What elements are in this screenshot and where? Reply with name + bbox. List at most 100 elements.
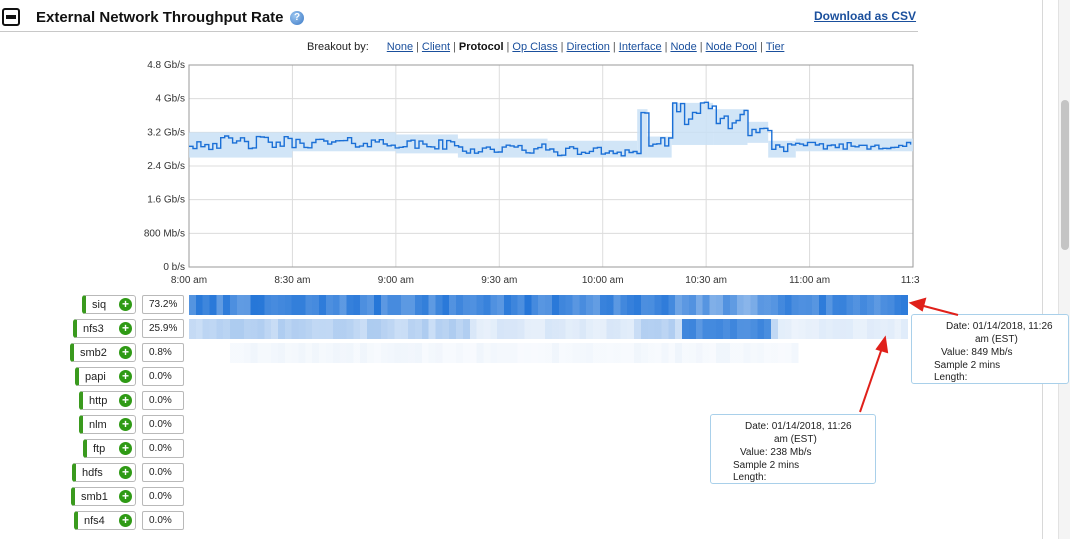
range-band bbox=[768, 140, 796, 158]
protocol-name: http bbox=[89, 395, 108, 407]
protocol-name: nlm bbox=[89, 419, 107, 431]
protocol-toggle-nfs4[interactable]: nfs4 + bbox=[74, 511, 136, 530]
protocol-name: smb2 bbox=[80, 347, 107, 359]
breakout-option-node[interactable]: Node bbox=[670, 41, 697, 53]
x-tick-label: 10:00 am bbox=[582, 275, 624, 286]
x-tick-label: 8:00 am bbox=[171, 275, 207, 286]
protocol-toggle-nfs3[interactable]: nfs3 + bbox=[73, 319, 136, 338]
protocol-toggle-siq[interactable]: siq + bbox=[82, 295, 136, 314]
title-divider bbox=[0, 31, 918, 32]
y-tick-label: 0 b/s bbox=[163, 262, 185, 273]
collapse-button[interactable] bbox=[2, 8, 20, 26]
protocol-toggle-smb1[interactable]: smb1 + bbox=[71, 487, 136, 506]
add-icon[interactable]: + bbox=[119, 322, 132, 335]
tooltip-value-label: Value: bbox=[941, 347, 969, 358]
breakout-separator: | bbox=[664, 41, 668, 53]
vertical-scrollbar[interactable] bbox=[1058, 0, 1070, 539]
add-icon[interactable]: + bbox=[119, 490, 132, 503]
add-icon[interactable]: + bbox=[119, 346, 132, 359]
protocol-name: smb1 bbox=[81, 491, 108, 503]
tooltip-sample: Sample 2 mins bbox=[733, 460, 800, 471]
breakout-option-tier[interactable]: Tier bbox=[765, 41, 785, 53]
breakout-option-direction[interactable]: Direction bbox=[566, 41, 610, 53]
arrow-to-siq bbox=[908, 297, 959, 316]
breakout-option-interface[interactable]: Interface bbox=[618, 41, 662, 53]
help-icon[interactable]: ? bbox=[290, 11, 304, 25]
breakout-option-node-pool[interactable]: Node Pool bbox=[705, 41, 757, 53]
y-tick-label: 1.6 Gb/s bbox=[147, 195, 185, 206]
add-icon[interactable]: + bbox=[119, 394, 132, 407]
protocol-toggle-http[interactable]: http + bbox=[79, 391, 136, 410]
tooltip-siq: Date: 01/14/2018, 11:26 am (EST) Value: … bbox=[911, 314, 1069, 384]
y-tick-label: 4.8 Gb/s bbox=[147, 60, 185, 71]
y-tick-label: 800 Mb/s bbox=[144, 228, 185, 239]
breakout-option-op-class[interactable]: Op Class bbox=[512, 41, 558, 53]
page-title: External Network Throughput Rate bbox=[36, 9, 284, 26]
protocol-percent: 25.9% bbox=[142, 319, 184, 338]
protocol-name: siq bbox=[92, 299, 107, 311]
protocol-percent: 0.0% bbox=[142, 415, 184, 434]
y-tick-label: 3.2 Gb/s bbox=[147, 127, 185, 138]
download-csv-link[interactable]: Download as CSV bbox=[814, 9, 917, 23]
protocol-percent: 0.0% bbox=[142, 463, 184, 482]
tooltip-date-label: Date: bbox=[946, 321, 970, 332]
breakout-separator: | bbox=[416, 41, 419, 53]
protocol-toggle-nlm[interactable]: nlm + bbox=[79, 415, 136, 434]
y-tick-label: 4 Gb/s bbox=[156, 94, 185, 105]
tooltip-nfs3: Date: 01/14/2018, 11:26 am (EST) Value: … bbox=[710, 414, 876, 484]
protocol-name: nfs4 bbox=[84, 515, 105, 527]
panel-border bbox=[1042, 0, 1043, 539]
tooltip-value: 849 Mb/s bbox=[971, 347, 1013, 358]
breakout-separator: | bbox=[759, 41, 763, 53]
breakout-separator: | bbox=[612, 41, 616, 53]
heatmap-strip-smb2[interactable] bbox=[189, 343, 908, 363]
x-tick-label: 11:30 bbox=[901, 275, 920, 286]
breakout-separator: | bbox=[699, 41, 703, 53]
range-band bbox=[671, 102, 714, 145]
breakout-separator: | bbox=[453, 41, 456, 53]
y-tick-label: 2.4 Gb/s bbox=[147, 161, 185, 172]
tooltip-length: Length: bbox=[934, 372, 968, 383]
breakout-options: None | Client | Protocol | Op Class | Direction |… bbox=[387, 41, 785, 53]
range-band bbox=[647, 136, 672, 158]
tooltip-date: 01/14/2018, 11:26 bbox=[771, 421, 852, 432]
protocol-percent: 0.0% bbox=[142, 391, 184, 410]
plot-frame bbox=[188, 64, 914, 268]
protocol-toggle-papi[interactable]: papi + bbox=[75, 367, 136, 386]
add-icon[interactable]: + bbox=[119, 514, 132, 527]
scrollbar-thumb[interactable] bbox=[1061, 100, 1069, 250]
breakout-option-client[interactable]: Client bbox=[421, 41, 451, 53]
add-icon[interactable]: + bbox=[119, 370, 132, 383]
tooltip-date: 01/14/2018, 11:26 bbox=[972, 321, 1053, 332]
x-tick-label: 9:30 am bbox=[481, 275, 517, 286]
throughput-series-line bbox=[189, 101, 912, 157]
protocol-percent: 73.2% bbox=[142, 295, 184, 314]
x-tick-label: 9:00 am bbox=[378, 275, 414, 286]
add-icon[interactable]: + bbox=[119, 418, 132, 431]
protocol-percent: 0.8% bbox=[142, 343, 184, 362]
add-icon[interactable]: + bbox=[119, 466, 132, 479]
tooltip-date-label: Date: bbox=[745, 421, 769, 432]
tooltip-length: Length: bbox=[733, 472, 767, 483]
protocol-percent: 0.0% bbox=[142, 487, 184, 506]
add-icon[interactable]: + bbox=[119, 298, 132, 311]
add-icon[interactable]: + bbox=[119, 442, 132, 455]
range-band bbox=[795, 138, 913, 152]
protocol-name: papi bbox=[85, 371, 106, 383]
protocol-toggle-hdfs[interactable]: hdfs + bbox=[72, 463, 136, 482]
breakout-option-none[interactable]: None bbox=[386, 41, 414, 53]
protocol-toggle-ftp[interactable]: ftp + bbox=[83, 439, 136, 458]
throughput-chart: 0 b/s 800 Mb/s 1.6 Gb/s 2.4 Gb/s 3.2 Gb/s 4 G… bbox=[144, 60, 920, 286]
protocol-toggle-smb2[interactable]: smb2 + bbox=[70, 343, 136, 362]
tooltip-date-suffix: am (EST) bbox=[975, 334, 1018, 345]
protocol-percent: 0.0% bbox=[142, 367, 184, 386]
tooltip-value-label: Value: bbox=[740, 447, 768, 458]
heatmap-strip-nfs3[interactable] bbox=[189, 319, 908, 339]
breakout-option-protocol[interactable]: Protocol bbox=[458, 41, 504, 53]
tooltip-sample: Sample 2 mins bbox=[934, 360, 1001, 371]
x-tick-label: 10:30 am bbox=[685, 275, 727, 286]
x-tick-label: 11:00 am bbox=[789, 275, 830, 286]
breakout-label: Breakout by: bbox=[307, 41, 369, 53]
protocol-percent: 0.0% bbox=[142, 439, 184, 458]
heatmap-strip-siq[interactable] bbox=[189, 295, 908, 315]
